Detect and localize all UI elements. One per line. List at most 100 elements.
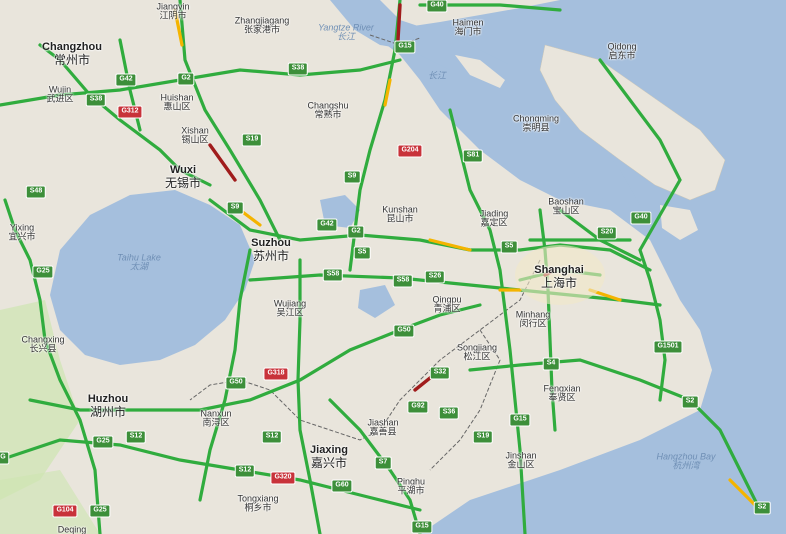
highway-shield-g15-bot[interactable]: G15: [411, 520, 433, 534]
highway-shield-s5-b[interactable]: S5: [353, 246, 371, 260]
highway-shield-g2-b[interactable]: G2: [347, 225, 365, 239]
city-label-changxing[interactable]: Changxing 长兴县: [21, 335, 64, 355]
city-name-zh: 金山区: [507, 460, 535, 470]
highway-shield-g204[interactable]: G204: [397, 144, 423, 158]
city-name-en: Jiashan: [367, 417, 399, 428]
highway-shield-g-left[interactable]: G: [0, 451, 10, 465]
highway-shield-s26[interactable]: S26: [424, 270, 446, 284]
highway-shield-g42-a[interactable]: G42: [115, 73, 137, 87]
highway-shield-s9-b[interactable]: S9: [226, 201, 244, 215]
city-label-qingpu[interactable]: Qingpu 青浦区: [432, 295, 461, 315]
highway-shield-s2[interactable]: S2: [681, 395, 699, 409]
highway-shield-g2-a[interactable]: G2: [177, 72, 195, 86]
highway-shield-g40-top[interactable]: G40: [426, 0, 448, 13]
city-label-wuxi[interactable]: Wuxi 无锡市: [165, 164, 201, 189]
city-name-zh: 嘉善县: [369, 427, 397, 437]
city-name-zh: 吴江区: [276, 308, 304, 318]
water-label-hangzhou_bay: Hangzhou Bay 杭州湾: [656, 452, 715, 472]
shanghai-urban-area: [515, 245, 605, 305]
highway-shield-g50-a[interactable]: G50: [393, 324, 415, 338]
water-name-en: Taihu Lake: [117, 252, 161, 263]
city-label-zhangjiagang[interactable]: Zhangjiagang 张家港市: [235, 16, 290, 36]
green-area-west: [0, 300, 80, 500]
city-label-minhang[interactable]: Minhang 闵行区: [515, 309, 551, 330]
highway-shield-g42-b[interactable]: G42: [316, 218, 338, 232]
city-label-jiaxing[interactable]: Jiaxing 嘉兴市: [310, 444, 348, 469]
city-name-en: Jiangyin: [156, 1, 190, 12]
city-name-zh: 苏州市: [252, 248, 289, 263]
city-name-en: Minhang: [515, 309, 551, 320]
city-label-chongming[interactable]: Chongming 崇明县: [513, 114, 559, 134]
city-label-suzhou[interactable]: Suzhou 苏州市: [251, 237, 291, 263]
highway-shield-s58-b[interactable]: S58: [392, 274, 414, 288]
city-name-en: Jinshan: [505, 450, 537, 461]
city-label-qidong[interactable]: Qidong 启东市: [607, 42, 636, 62]
city-label-kunshan[interactable]: Kunshan 昆山市: [382, 205, 418, 225]
highway-shield-g15-mid[interactable]: G15: [509, 413, 531, 427]
city-label-yixing[interactable]: Yixing 宜兴市: [8, 223, 35, 243]
highway-shield-g25-a[interactable]: G25: [32, 265, 54, 279]
highway-shield-s5-a[interactable]: S5: [500, 240, 518, 254]
city-name-zh: 青浦区: [433, 304, 461, 314]
highway-shield-s2-b[interactable]: S2: [753, 501, 771, 515]
highway-shield-s7[interactable]: S7: [374, 456, 392, 470]
city-label-fengxian[interactable]: Fengxian 奉贤区: [543, 384, 580, 404]
city-label-pinghu[interactable]: Pinghu 平湖市: [397, 477, 425, 497]
city-name-en: Deqing: [57, 524, 87, 534]
city-label-xishan[interactable]: Xishan 锡山区: [181, 125, 209, 146]
city-label-songjiang[interactable]: Songjiang 松江区: [457, 343, 497, 363]
city-label-haimen[interactable]: Haimen 海门市: [452, 18, 483, 38]
city-name-zh: 常州市: [53, 52, 91, 67]
city-name-zh: 张家港市: [243, 25, 281, 35]
city-label-jiading[interactable]: Jiading 嘉定区: [480, 209, 509, 229]
city-label-deqing[interactable]: Deqing: [57, 524, 87, 534]
highway-shield-g25-c[interactable]: G25: [89, 504, 111, 518]
highway-shield-s38-b[interactable]: S38: [287, 62, 309, 76]
highway-shield-g40-mid[interactable]: G40: [630, 211, 652, 225]
highway-shield-s19-b[interactable]: S19: [472, 430, 494, 444]
highway-shield-g320[interactable]: G320: [270, 471, 296, 485]
highway-shield-g1501[interactable]: G1501: [653, 340, 683, 354]
highway-shield-s36[interactable]: S36: [438, 406, 460, 420]
city-name-zh: 宝山区: [552, 206, 580, 216]
city-label-wujiang[interactable]: Wujiang 吴江区: [274, 299, 306, 319]
highway-shield-g92[interactable]: G92: [407, 400, 429, 414]
city-name-zh: 崇明县: [522, 123, 550, 133]
highway-shield-s48[interactable]: S48: [25, 185, 47, 199]
city-label-huishan[interactable]: Huishan 惠山区: [160, 93, 193, 113]
highway-shield-s58-a[interactable]: S58: [322, 268, 344, 282]
city-label-jinshan[interactable]: Jinshan 金山区: [505, 450, 537, 471]
highway-shield-g104[interactable]: G104: [52, 504, 78, 518]
highway-shield-g312[interactable]: G312: [117, 105, 143, 119]
city-label-changshu[interactable]: Changshu 常熟市: [307, 101, 348, 121]
highway-shield-s32[interactable]: S32: [429, 366, 451, 380]
highway-shield-s20[interactable]: S20: [596, 226, 618, 240]
highway-shield-s19-a[interactable]: S19: [241, 133, 263, 147]
highway-shield-g15-top[interactable]: G15: [394, 40, 416, 54]
city-label-nanxun[interactable]: Nanxun 南浔区: [200, 409, 231, 429]
highway-shield-s38-a[interactable]: S38: [85, 93, 107, 107]
city-label-baoshan[interactable]: Baoshan 宝山区: [548, 197, 584, 217]
city-label-jiangyin[interactable]: Jiangyin 江阴市: [156, 1, 190, 22]
city-label-shanghai[interactable]: Shanghai 上海市: [534, 264, 584, 289]
highway-shield-s12-b[interactable]: S12: [261, 430, 283, 444]
city-name-en: Xishan: [181, 125, 209, 136]
highway-shield-g318[interactable]: G318: [263, 367, 289, 381]
highway-shield-g60[interactable]: G60: [331, 479, 353, 493]
city-label-tongxiang[interactable]: Tongxiang 桐乡市: [237, 494, 278, 514]
water-label-yangtze_mouth: 长江: [428, 70, 446, 80]
highway-shield-s4[interactable]: S4: [542, 357, 560, 371]
city-label-changzhou[interactable]: Changzhou 常州市: [42, 41, 102, 67]
highway-shield-g50-b[interactable]: G50: [225, 376, 247, 390]
highway-shield-s81[interactable]: S81: [462, 149, 484, 163]
highway-shield-s12-a[interactable]: S12: [125, 430, 147, 444]
highway-shield-s9-a[interactable]: S9: [343, 170, 361, 184]
highway-shield-g25-b[interactable]: G25: [92, 435, 114, 449]
highway-shield-s12-c[interactable]: S12: [234, 464, 256, 478]
city-label-jiashan[interactable]: Jiashan 嘉善县: [367, 417, 399, 438]
water-label-yangtze: Yangtze River 长江: [318, 23, 374, 43]
city-label-wujin[interactable]: Wujin 武进区: [46, 85, 73, 105]
city-name-en: Huzhou: [87, 392, 129, 405]
city-label-huzhou[interactable]: Huzhou 湖州市: [87, 392, 129, 418]
